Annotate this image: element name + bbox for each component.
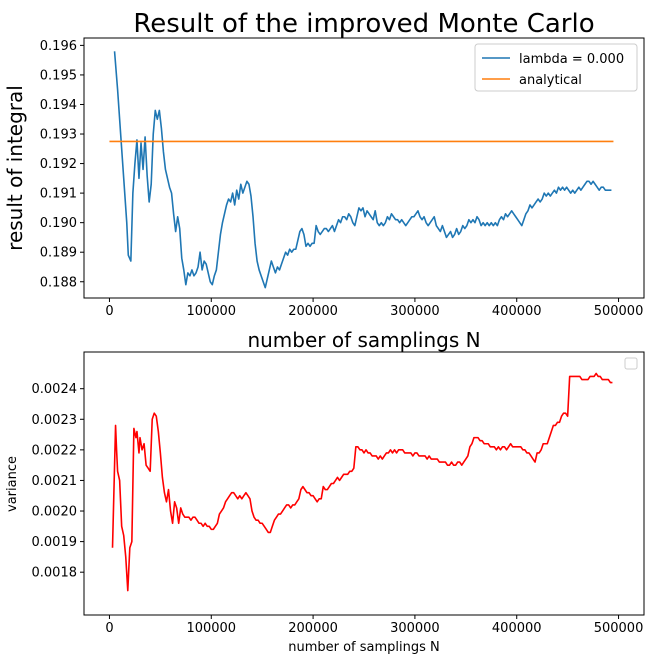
top-chart-y-tick-label: 0.188	[40, 275, 77, 290]
top-chart-x-tick-label: 100000	[186, 304, 236, 319]
bottom-chart-y-axis-label: variance	[5, 456, 20, 512]
bottom-chart-x-tick-label: 400000	[492, 621, 542, 636]
top-chart-x-axis-label: number of samplings N	[247, 328, 480, 352]
top-chart-title: Result of the improved Monte Carlo	[133, 9, 594, 39]
bottom-chart-y-tick-label: 0.0019	[32, 535, 78, 550]
top-chart-x-tick-label: 300000	[390, 304, 440, 319]
top-chart-x-ticks: 0 100000 200000 300000 400000 500000	[105, 298, 643, 319]
bottom-chart-frame	[83, 351, 645, 616]
bottom-chart-y-tick-label: 0.0018	[32, 566, 78, 581]
legend-label-lambda: lambda = 0.000	[519, 52, 624, 67]
top-chart-y-tick-label: 0.190	[40, 216, 77, 231]
bottom-chart-y-tick-label: 0.0021	[32, 474, 78, 489]
top-chart-x-tick-label: 500000	[594, 304, 644, 319]
legend-label-analytical: analytical	[519, 73, 582, 88]
bottom-chart-y-tick-label: 0.0020	[32, 505, 78, 520]
bottom-chart-y-tick-label: 0.0022	[32, 443, 78, 458]
bottom-chart-x-ticks: 0 100000 200000 300000 400000 500000	[105, 615, 643, 636]
top-chart-y-tick-label: 0.196	[40, 39, 77, 54]
bottom-chart: 0 100000 200000 300000 400000 500000 0.00180.…	[5, 351, 645, 655]
top-chart-series-line-0	[113, 51, 612, 289]
bottom-chart-x-axis-label: number of samplings N	[288, 640, 440, 655]
top-chart-plot-area	[109, 51, 614, 289]
bottom-chart-x-tick-label: 300000	[390, 621, 440, 636]
top-chart-y-ticks: 0.188 0.189 0.190 0.191 0.192 0.193 0.194 0.195…	[40, 39, 84, 290]
bottom-chart-x-tick-label: 0	[105, 621, 113, 636]
bottom-chart-plot-area	[111, 372, 613, 592]
bottom-chart-empty-legend	[624, 357, 638, 370]
bottom-chart-x-tick-label: 200000	[288, 621, 338, 636]
top-chart-x-tick-label: 400000	[492, 304, 542, 319]
bottom-chart-y-ticks: 0.0018 0.0019 0.0020 0.0021 0.0022 0.0023 0.00…	[32, 382, 84, 581]
top-chart-y-tick-label: 0.193	[40, 128, 77, 143]
top-chart-y-tick-label: 0.191	[40, 187, 77, 202]
top-chart-y-tick-label: 0.192	[40, 157, 77, 172]
bottom-chart-series-line-0	[111, 372, 613, 592]
top-chart-y-axis-label: result of integral	[3, 85, 27, 251]
bottom-chart-x-tick-label: 100000	[186, 621, 236, 636]
top-chart-x-tick-label: 200000	[288, 304, 338, 319]
top-chart-legend-box	[474, 43, 638, 92]
top-chart-y-tick-label: 0.195	[40, 68, 77, 83]
bottom-chart-x-tick-label: 500000	[594, 621, 644, 636]
top-chart-legend: lambda = 0.000 analytical	[474, 43, 638, 92]
bottom-chart-y-tick-label: 0.0023	[32, 413, 78, 428]
top-chart-y-tick-label: 0.189	[40, 246, 77, 261]
bottom-chart-y-tick-label: 0.0024	[32, 382, 78, 397]
top-chart-y-tick-label: 0.194	[40, 98, 77, 113]
top-chart-x-tick-label: 0	[105, 304, 113, 319]
top-chart-frame	[83, 37, 645, 299]
top-chart: Result of the improved Monte Carlo 0 1000…	[3, 9, 645, 352]
